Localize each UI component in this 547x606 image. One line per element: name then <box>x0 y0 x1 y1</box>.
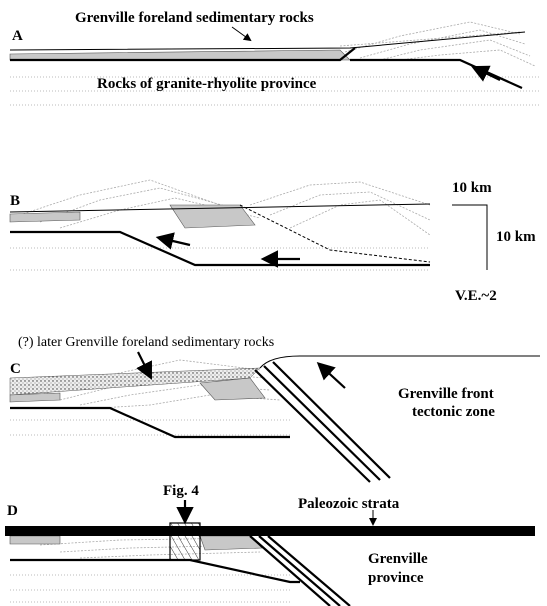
ramp <box>240 205 430 262</box>
panel-label: A <box>12 28 23 44</box>
panel-label: D <box>7 503 18 519</box>
tectonic-zone <box>255 362 390 482</box>
motion-arrow <box>475 68 500 80</box>
annotation-line: Grenville front <box>398 386 494 402</box>
layer-line <box>10 248 430 270</box>
panel-b: B 10 km 10 km V.E.~2 <box>10 180 536 304</box>
surface <box>10 32 525 50</box>
detachment <box>10 408 290 437</box>
annotation: Fig. 4 <box>163 483 199 499</box>
motion-arrow <box>320 365 345 388</box>
annotation: (?) later Grenville foreland sedimentary… <box>18 335 274 350</box>
scale-bar <box>452 205 487 270</box>
paleozoic-strata <box>5 526 535 536</box>
scale-label: V.E.~2 <box>455 288 497 304</box>
annotation: Grenville foreland sedimentary rocks <box>75 10 314 26</box>
annotation-line: Grenville <box>368 551 428 567</box>
annotation: Paleozoic strata <box>298 496 400 512</box>
annotation: Grenville province <box>368 551 431 586</box>
panel-c: C (?) later Grenville foreland sedimenta… <box>10 335 540 482</box>
pointer-arrow <box>232 27 250 40</box>
surface <box>260 356 540 368</box>
foreland-sediments <box>10 50 350 60</box>
panel-label: B <box>10 193 20 209</box>
detachment <box>10 560 300 582</box>
layer-line <box>10 575 290 602</box>
motion-arrow <box>160 238 190 245</box>
layer-line <box>10 420 290 435</box>
foreland-sediments <box>10 536 262 550</box>
scale-label: 10 km <box>496 229 536 245</box>
tectonic-zone <box>250 536 350 606</box>
panel-a: A Grenville foreland sedimentary rocks R… <box>10 10 540 105</box>
cross-sections: A Grenville foreland sedimentary rocks R… <box>0 0 547 606</box>
annotation: Rocks of granite-rhyolite province <box>97 76 317 92</box>
panel-label: C <box>10 361 21 377</box>
figure-box <box>170 523 200 560</box>
panel-d: D Fig. 4 Paleozoic strata Grenville prov… <box>5 483 535 606</box>
annotation-line: tectonic zone <box>412 404 495 420</box>
annotation: Grenville front tectonic zone <box>398 386 497 420</box>
annotation-line: province <box>368 570 424 586</box>
scale-label: 10 km <box>452 180 492 196</box>
page: {"panels":[ {"label":"A","notes":{"sedim… <box>0 0 547 606</box>
